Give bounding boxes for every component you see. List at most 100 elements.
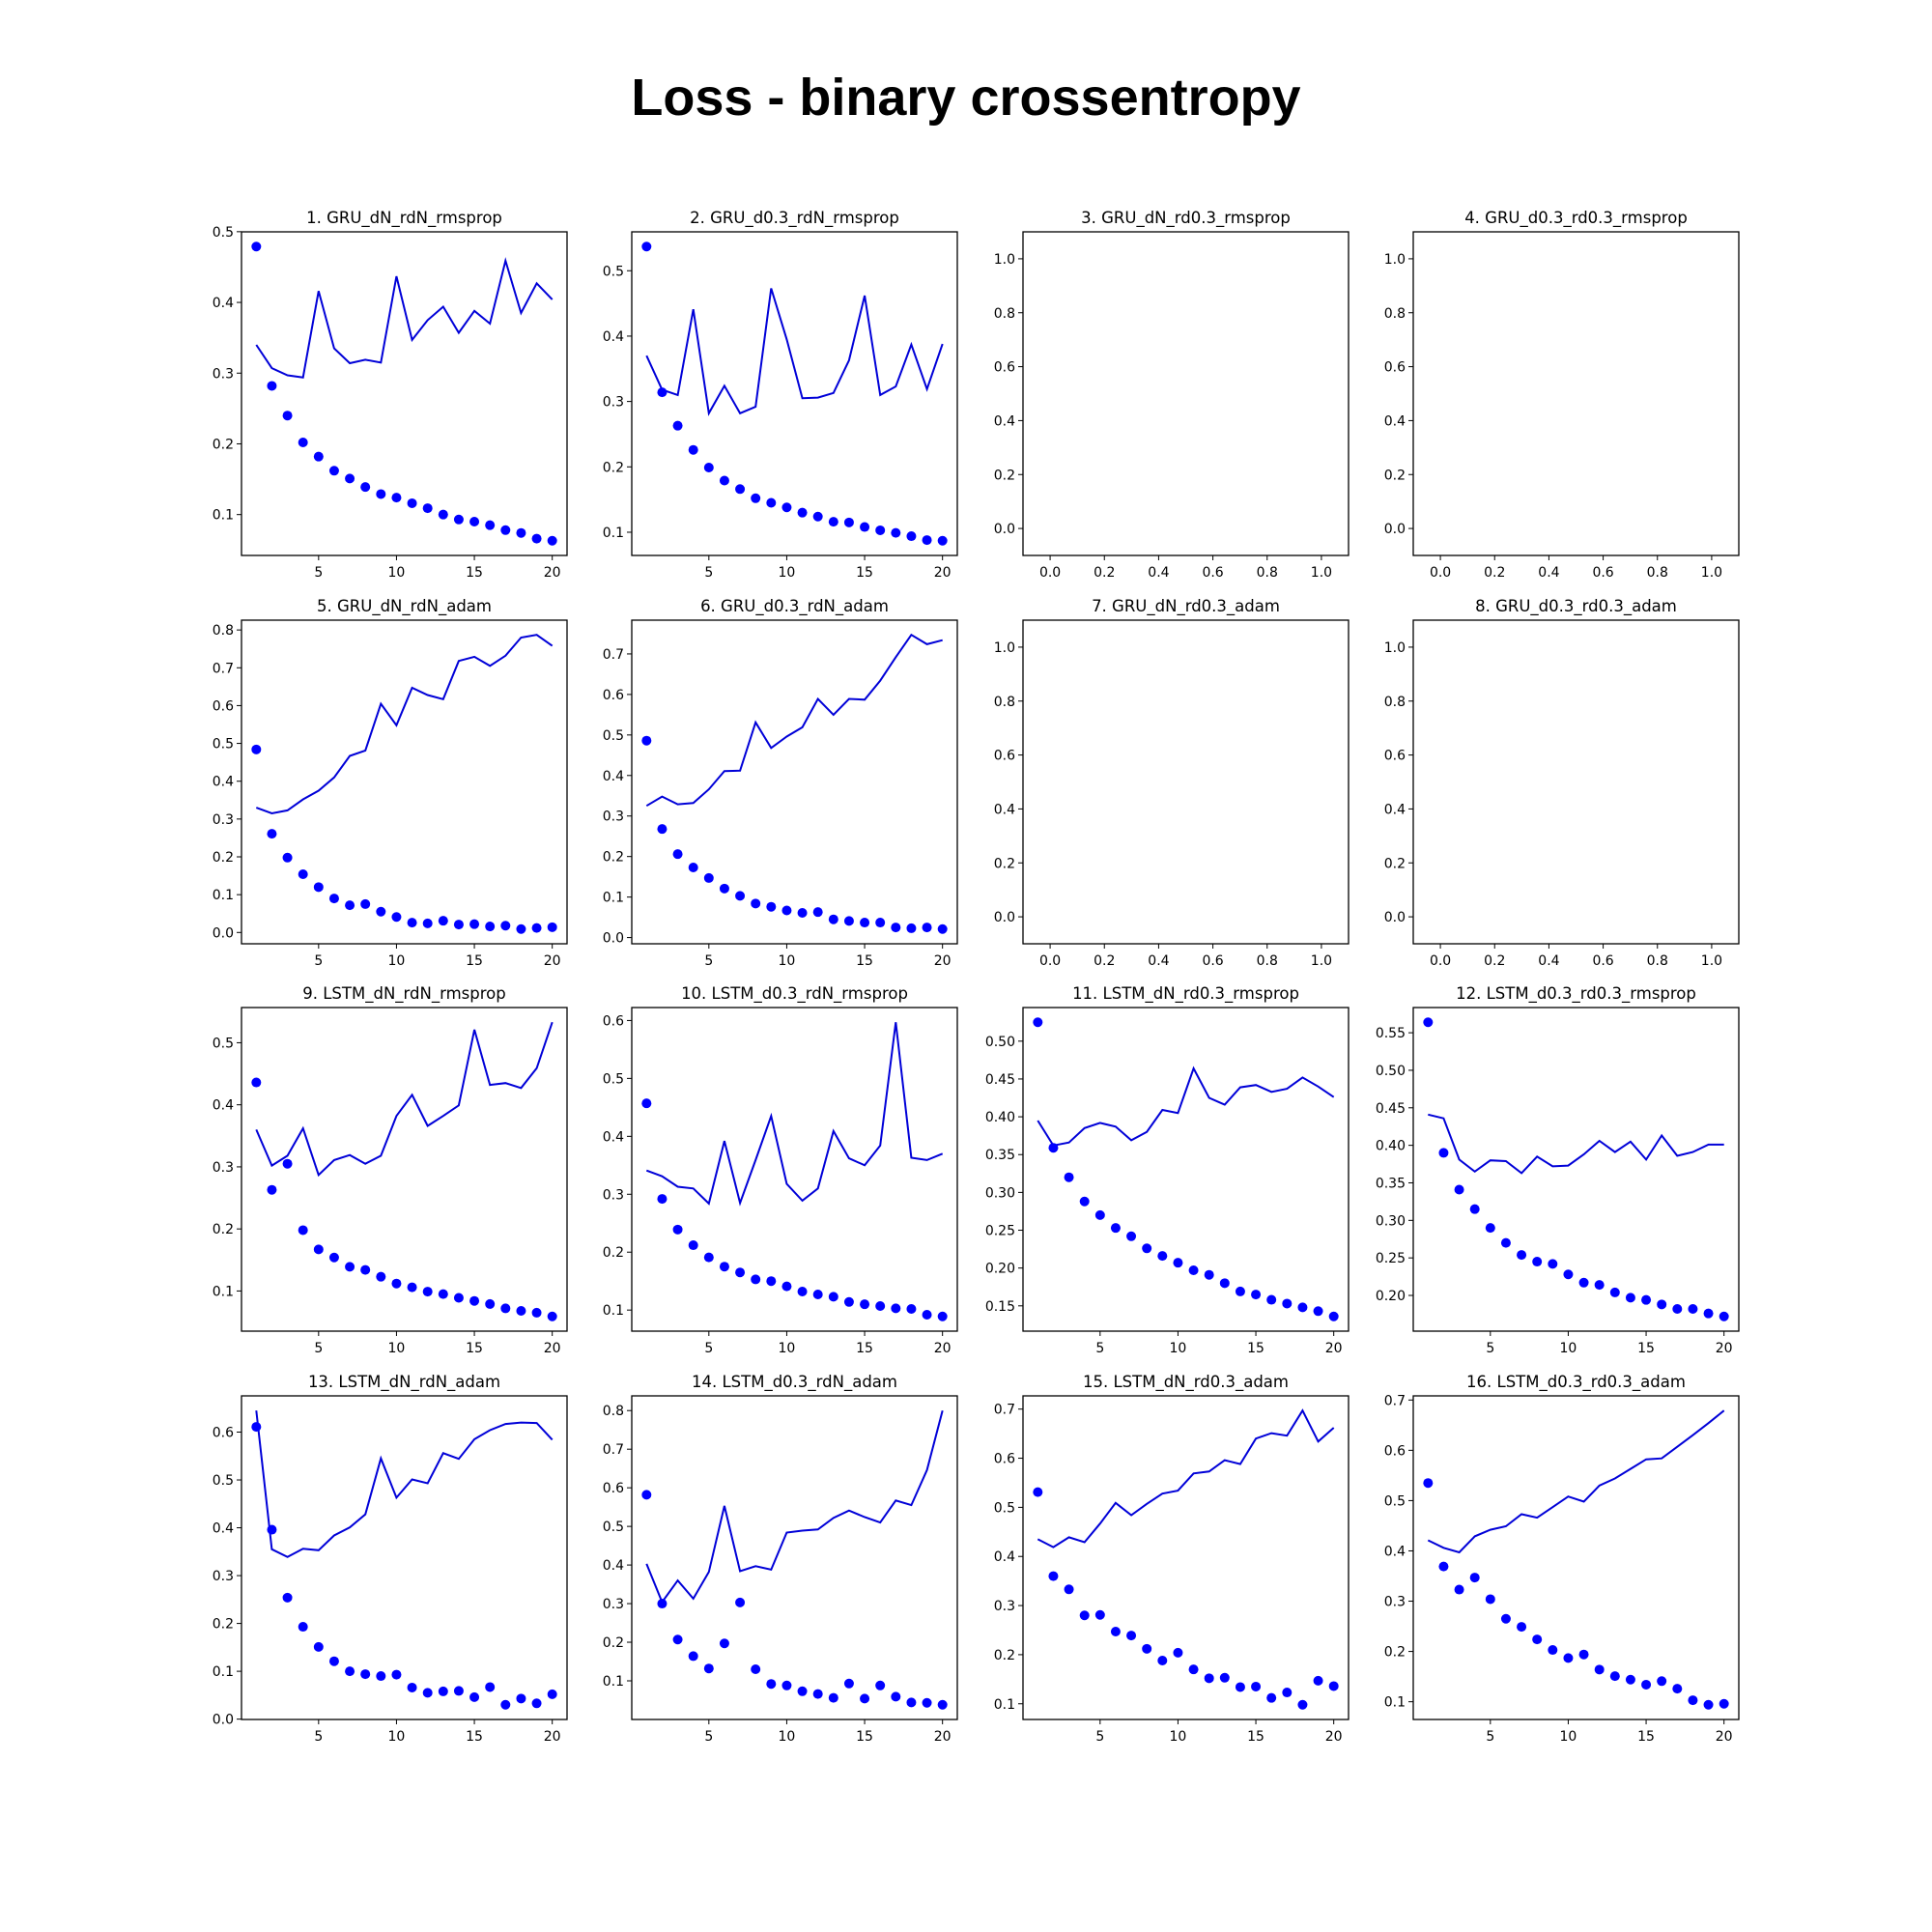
series-dot (360, 1669, 371, 1680)
series-dot (376, 1271, 386, 1282)
y-tick-label: 0.3 (213, 1569, 234, 1584)
y-tick-label: 0.3 (213, 366, 234, 382)
y-tick-label: 0.4 (1384, 802, 1406, 817)
series-dot (1423, 1478, 1434, 1489)
series-dot (766, 1276, 777, 1287)
series-dot (797, 907, 808, 918)
series-dot (1313, 1675, 1323, 1686)
series-dot (1469, 1573, 1480, 1583)
x-tick-label: 0.4 (1538, 953, 1559, 969)
series-dot (453, 514, 464, 525)
series-dot (1048, 1571, 1059, 1581)
series-dot (267, 1184, 277, 1195)
series-dot (1500, 1613, 1511, 1624)
series-dot (469, 919, 480, 929)
series-dot (251, 1422, 262, 1433)
series-dot (766, 1679, 777, 1690)
x-tick-label: 15 (856, 1341, 873, 1356)
series-dot (875, 918, 886, 928)
series-dot (1094, 1609, 1105, 1620)
figure-title: Loss - binary crossentropy (631, 69, 1301, 127)
series-dot (282, 1592, 293, 1603)
y-tick-label: 0.4 (1384, 413, 1406, 429)
y-tick-label: 0.6 (1384, 749, 1406, 764)
series-dot (1454, 1184, 1464, 1195)
series-dot (1110, 1223, 1121, 1234)
series-dot (641, 735, 652, 746)
x-tick-label: 15 (1247, 1729, 1264, 1745)
y-tick-label: 0.30 (985, 1185, 1015, 1201)
series-dot (345, 473, 355, 484)
y-tick-label: 1.0 (994, 640, 1015, 656)
y-tick-label: 0.8 (213, 623, 234, 639)
series-dot (313, 1244, 324, 1255)
series-dot (1438, 1148, 1449, 1158)
series-dot (1594, 1664, 1605, 1675)
y-tick-label: 0.55 (1376, 1026, 1406, 1041)
series-dot (1548, 1645, 1558, 1656)
series-dot (719, 475, 729, 486)
y-tick-label: 0.7 (1384, 1393, 1406, 1408)
series-dot (1266, 1692, 1277, 1703)
y-tick-label: 0.2 (213, 850, 234, 866)
x-tick-label: 5 (1095, 1729, 1104, 1745)
subplot-10: 10. LSTM_d0.3_rdN_rmsprop 0.1 0.2 0.3 0.4 0.5… (603, 984, 958, 1356)
series-dot (735, 1597, 746, 1607)
y-tick-label: 0.2 (994, 468, 1015, 483)
y-tick-label: 0.5 (603, 264, 624, 279)
series-dot (860, 522, 870, 532)
y-tick-label: 0.0 (994, 522, 1015, 537)
y-tick-label: 0.1 (603, 1674, 624, 1690)
x-tick-label: 5 (314, 953, 323, 969)
series-dot (1188, 1265, 1199, 1276)
subplot-title: 1. GRU_dN_rdN_rmsprop (306, 209, 502, 228)
y-tick-label: 0.4 (603, 329, 624, 345)
x-tick-label: 0.4 (1148, 565, 1169, 581)
series-dot (922, 1309, 932, 1320)
series-dot (1578, 1649, 1589, 1660)
axes-frame (1022, 1007, 1350, 1332)
axes-frame (1022, 1395, 1350, 1720)
axes-frame (631, 231, 958, 556)
series-dot (719, 883, 729, 894)
series-dot (1657, 1299, 1667, 1310)
series-dot (781, 502, 792, 513)
series-dot (282, 852, 293, 863)
x-tick-label: 0.4 (1538, 565, 1559, 581)
subplot-13: 13. LSTM_dN_rdN_adam 0.0 0.1 0.2 0.3 0.4 0.5 0.… (213, 1373, 568, 1745)
subplot-14: 14. LSTM_d0.3_rdN_adam 0.1 0.2 0.3 0.4 0.5 0.6… (603, 1373, 958, 1745)
subplot-title: 10. LSTM_d0.3_rdN_rmsprop (681, 984, 908, 1004)
x-tick-label: 0.6 (1202, 565, 1223, 581)
series-dot (438, 916, 448, 926)
series-dot (672, 1634, 683, 1645)
y-tick-label: 0.5 (213, 1473, 234, 1489)
x-tick-label: 0.8 (1257, 953, 1278, 969)
series-dot (267, 381, 277, 391)
x-tick-label: 5 (704, 1341, 713, 1356)
series-dot (1173, 1647, 1183, 1658)
y-tick-label: 0.3 (994, 1599, 1015, 1614)
series-dot (860, 1299, 870, 1310)
subplot-title: 4. GRU_d0.3_rd0.3_rmsprop (1464, 209, 1688, 228)
subplot-16: 16. LSTM_d0.3_rd0.3_adam 0.1 0.2 0.3 0.4 0.5 0… (1384, 1373, 1740, 1745)
x-tick-label: 10 (388, 1729, 406, 1745)
y-tick-label: 0.8 (994, 306, 1015, 322)
series-dot (641, 1098, 652, 1109)
y-tick-label: 0.4 (994, 802, 1015, 817)
x-tick-label: 20 (544, 565, 561, 581)
y-tick-label: 0.2 (603, 850, 624, 866)
axes-frame (1022, 619, 1350, 945)
series-dot (407, 1682, 417, 1692)
subplot-7: 7. GRU_dN_rd0.3_adam 0.0 0.2 0.4 0.6 0.8 1.0 0.… (994, 597, 1350, 969)
y-tick-label: 0.5 (994, 1500, 1015, 1516)
series-dot (875, 1680, 886, 1690)
subplot-9: 9. LSTM_dN_rdN_rmsprop 0.1 0.2 0.3 0.4 0.5 5 10… (213, 984, 568, 1356)
series-dot (828, 1692, 838, 1703)
y-tick-label: 0.25 (985, 1224, 1015, 1239)
series-dot (1625, 1293, 1635, 1303)
x-tick-label: 10 (1170, 1729, 1187, 1745)
series-dot (875, 525, 886, 535)
series-dot (391, 493, 402, 503)
series-line (255, 257, 554, 379)
x-tick-label: 1.0 (1311, 953, 1332, 969)
